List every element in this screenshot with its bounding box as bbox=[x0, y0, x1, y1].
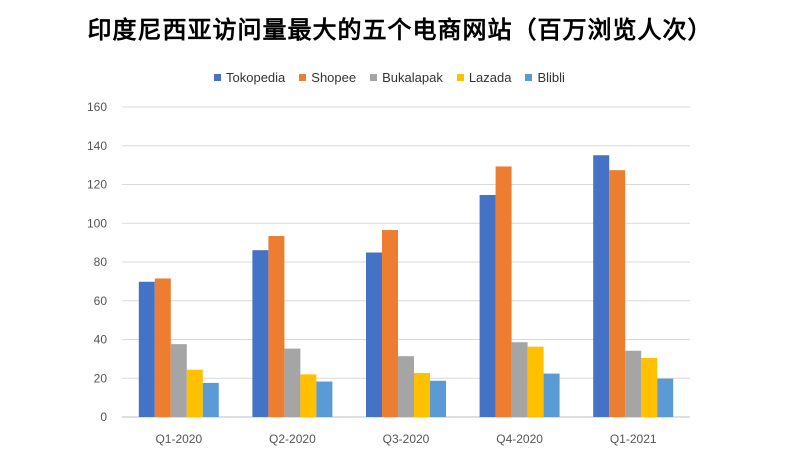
chart-title: 印度尼西亚访问量最大的五个电商网站（百万浏览人次） bbox=[87, 16, 713, 44]
legend-label: Blibli bbox=[537, 69, 565, 85]
bar bbox=[414, 373, 430, 417]
y-tick-label: 60 bbox=[94, 294, 108, 308]
legend-label: Tokopedia bbox=[226, 69, 286, 85]
bar bbox=[511, 342, 528, 417]
legend-swatch bbox=[214, 73, 221, 81]
y-tick-label: 20 bbox=[94, 371, 108, 385]
bar bbox=[186, 369, 203, 417]
y-tick-label: 120 bbox=[87, 178, 107, 192]
y-tick-label: 80 bbox=[94, 255, 108, 269]
bar bbox=[268, 236, 285, 417]
legend-item: Shopee bbox=[299, 70, 356, 85]
bar bbox=[138, 281, 155, 417]
bar bbox=[495, 166, 512, 417]
bar bbox=[593, 155, 610, 417]
legend-item: Blibli bbox=[525, 69, 565, 85]
legend-label: Bukalapak bbox=[382, 69, 443, 85]
bar bbox=[625, 350, 642, 417]
legend-swatch bbox=[525, 73, 533, 81]
legend-item: Lazada bbox=[456, 69, 512, 85]
bar bbox=[154, 278, 171, 417]
bar bbox=[252, 250, 269, 417]
x-tick-label: Q1-2021 bbox=[610, 432, 657, 446]
legend-label: Shopee bbox=[311, 69, 357, 85]
y-tick-label: 160 bbox=[87, 100, 107, 114]
y-tick-label: 40 bbox=[94, 333, 108, 347]
bar bbox=[398, 356, 414, 417]
bar bbox=[284, 348, 301, 417]
bar bbox=[527, 346, 544, 417]
x-tick-label: Q3-2020 bbox=[383, 432, 430, 446]
bar bbox=[657, 378, 674, 417]
bar bbox=[202, 382, 219, 417]
y-tick-label: 100 bbox=[87, 216, 107, 230]
y-tick-label: 140 bbox=[87, 139, 107, 153]
y-tick-label: 0 bbox=[100, 410, 107, 424]
legend-item: Bukalapak bbox=[370, 70, 443, 85]
legend: Tokopedia Shopee Bukalapak Lazada Blibli bbox=[214, 68, 579, 86]
bar bbox=[430, 380, 446, 417]
bar bbox=[382, 230, 398, 417]
legend-item: Tokopedia bbox=[214, 70, 285, 85]
x-tick-label: Q2-2020 bbox=[269, 432, 316, 446]
bar bbox=[366, 252, 382, 417]
legend-swatch bbox=[299, 73, 307, 81]
legend-swatch bbox=[370, 73, 378, 81]
legend-label: Lazada bbox=[468, 69, 512, 85]
x-tick-label: Q1-2020 bbox=[155, 432, 202, 446]
bar bbox=[641, 357, 658, 417]
x-tick-label: Q4-2020 bbox=[496, 432, 543, 446]
bar bbox=[609, 170, 626, 417]
bar bbox=[300, 374, 317, 417]
bar bbox=[170, 344, 187, 417]
legend-swatch bbox=[456, 73, 464, 81]
bar bbox=[543, 373, 560, 417]
bar bbox=[479, 194, 496, 417]
bar bbox=[316, 381, 333, 417]
